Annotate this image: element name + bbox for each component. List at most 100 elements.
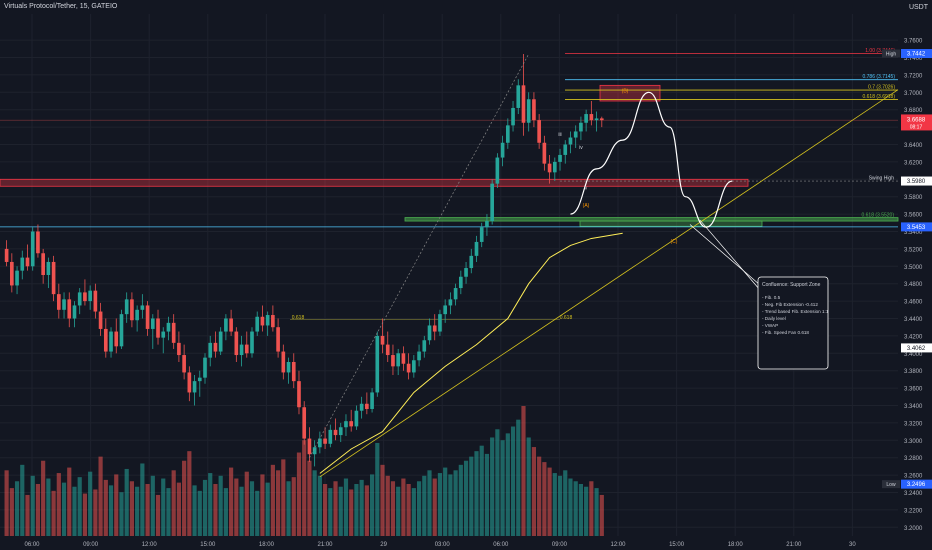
candle-body bbox=[182, 355, 186, 373]
volume-bar bbox=[249, 481, 255, 536]
volume-bar bbox=[354, 484, 359, 536]
volume-bar bbox=[276, 470, 281, 536]
support-price-tag: 3.5453 bbox=[907, 225, 926, 231]
candle-body bbox=[438, 314, 442, 332]
volume-bar bbox=[458, 464, 463, 536]
candle-body bbox=[98, 311, 103, 329]
wave-iii-label: iii bbox=[558, 132, 561, 138]
candle-body bbox=[25, 257, 30, 267]
price-axis[interactable]: 3.76003.74003.72003.70003.68003.66003.64… bbox=[882, 39, 932, 532]
candle-body bbox=[250, 331, 254, 354]
candle-body bbox=[495, 157, 500, 184]
candle-body bbox=[302, 407, 307, 439]
candle-body bbox=[323, 438, 327, 444]
volume-bar bbox=[281, 459, 286, 536]
volume-bar bbox=[61, 482, 67, 536]
volume-bar bbox=[453, 470, 458, 536]
volume-bar bbox=[187, 451, 192, 536]
time-axis[interactable]: 06:00 09:00 12:00 15:00 18:00 21:00 29 03:00 06:… bbox=[24, 542, 856, 548]
candle-body bbox=[537, 120, 541, 143]
volume-bar bbox=[255, 490, 260, 536]
y-tick-label: 3.3800 bbox=[904, 369, 923, 375]
candle-body bbox=[234, 331, 239, 356]
candle-body bbox=[333, 429, 338, 436]
volume-bar bbox=[510, 426, 516, 536]
volume-bar bbox=[463, 460, 469, 536]
volume-bar bbox=[202, 479, 208, 536]
volume-bar bbox=[317, 475, 322, 536]
candle-body bbox=[422, 340, 427, 352]
quote-currency[interactable]: USDT bbox=[908, 4, 928, 11]
candle-body bbox=[589, 114, 594, 121]
volume-bar bbox=[114, 474, 119, 536]
volume-bar bbox=[411, 488, 416, 536]
volume-bar bbox=[124, 468, 129, 536]
resistance-zone bbox=[0, 178, 749, 187]
chart-overlays bbox=[309, 53, 899, 478]
y-tick-label: 3.2200 bbox=[904, 508, 923, 514]
volume-bar bbox=[103, 479, 108, 536]
volume-bar bbox=[537, 456, 542, 536]
volume-bar bbox=[578, 484, 584, 536]
candle-body bbox=[532, 99, 536, 121]
confluence-item: - Daily level bbox=[762, 316, 786, 321]
volume-bar bbox=[213, 484, 218, 536]
volume-bar bbox=[171, 470, 176, 536]
candle-body bbox=[260, 316, 265, 326]
volume-bar bbox=[14, 481, 20, 536]
last-price-label: 3.6688 bbox=[907, 117, 926, 123]
candlesticks[interactable] bbox=[4, 54, 604, 467]
confluence-title: Confluence: Support Zone bbox=[762, 282, 821, 288]
volume-bar bbox=[208, 473, 213, 536]
candle-body bbox=[391, 355, 395, 367]
volume-bar bbox=[448, 474, 453, 536]
candle-body bbox=[297, 381, 301, 408]
volume-bars bbox=[4, 406, 604, 536]
volume-bar bbox=[427, 470, 432, 536]
volume-bar bbox=[552, 473, 557, 536]
candle-body bbox=[103, 328, 108, 352]
x-tick-label: 29 bbox=[380, 542, 387, 548]
y-tick-label: 3.2800 bbox=[904, 456, 923, 462]
candle-body bbox=[547, 163, 552, 173]
candle-body bbox=[224, 318, 228, 332]
x-tick-label: 18:00 bbox=[728, 542, 744, 548]
candle-body bbox=[370, 392, 374, 409]
candle-body bbox=[255, 316, 260, 332]
volume-bar bbox=[307, 460, 312, 536]
volume-bar bbox=[286, 481, 291, 536]
volume-bar bbox=[375, 442, 380, 536]
candle-body bbox=[365, 403, 369, 409]
x-tick-label: 03:00 bbox=[435, 542, 451, 548]
candle-body bbox=[229, 318, 233, 332]
volume-bar bbox=[338, 486, 343, 536]
low-price-tag-bg bbox=[901, 479, 932, 489]
candle-body bbox=[208, 342, 213, 358]
volume-bar bbox=[490, 437, 495, 536]
y-tick-label: 3.5400 bbox=[904, 230, 923, 236]
candle-body bbox=[427, 325, 432, 341]
candle-body bbox=[281, 351, 286, 373]
candle-body bbox=[244, 344, 249, 354]
last-price-bg bbox=[901, 114, 932, 131]
y-tick-label: 3.5800 bbox=[904, 195, 923, 201]
confluence-box bbox=[757, 276, 829, 370]
candle-body bbox=[93, 290, 98, 312]
volume-bar bbox=[192, 485, 197, 536]
y-tick-label: 3.6400 bbox=[904, 143, 923, 149]
volume-bar bbox=[589, 481, 594, 536]
y-tick-label: 3.6200 bbox=[904, 160, 923, 166]
candle-body bbox=[150, 318, 155, 329]
candle-body bbox=[521, 85, 526, 123]
candle-body bbox=[88, 290, 92, 302]
symbol-title[interactable]: Virtuals Protocol/Tether, 15, GATEIO bbox=[4, 3, 118, 10]
candle-body bbox=[526, 99, 531, 123]
candle-body bbox=[312, 447, 317, 455]
fib-0618-right-label: 0.618 bbox=[560, 315, 573, 321]
candle-body bbox=[505, 125, 510, 143]
volume-bar bbox=[140, 463, 145, 536]
candle-body bbox=[406, 363, 411, 373]
candle-body bbox=[10, 261, 14, 286]
swing-high-label: Swing High bbox=[869, 175, 895, 181]
